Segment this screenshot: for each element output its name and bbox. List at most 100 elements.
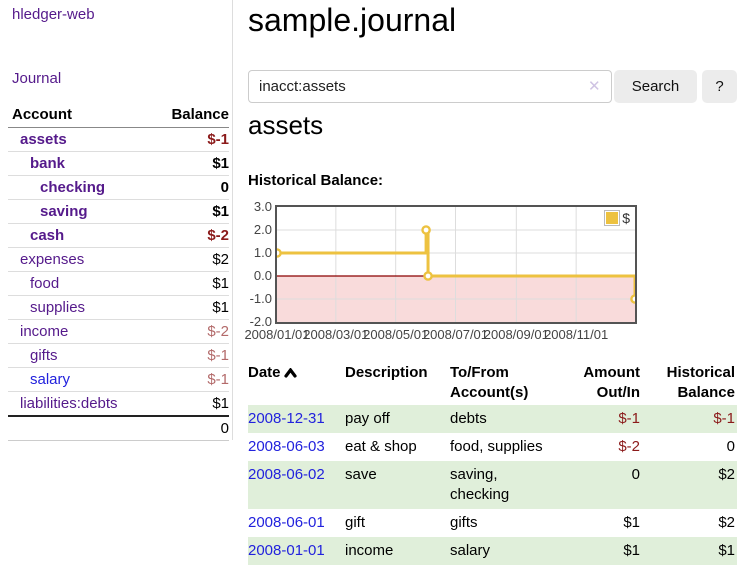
x-axis-tick-label: 2008/09/01 — [483, 327, 549, 342]
transaction-balance: $-1 — [713, 410, 735, 427]
transaction-description: eat & shop — [345, 438, 417, 455]
transaction-amount: $1 — [623, 542, 640, 559]
account-row: checking 0 — [8, 175, 229, 200]
transaction-date-link[interactable]: 2008-12-31 — [248, 410, 325, 427]
chart-title: Historical Balance: — [248, 172, 384, 189]
transaction-date-link[interactable]: 2008-06-02 — [248, 466, 325, 483]
account-row: expenses $2 — [8, 247, 229, 272]
register-row[interactable]: 2008-12-31 pay off debts $-1 $-1 — [248, 405, 737, 433]
sort-ascending-icon — [283, 367, 297, 378]
main-content: sample.journal ✕ Search ? assets Histori… — [244, 0, 742, 582]
register-row[interactable]: 2008-06-01 gift gifts $1 $2 — [248, 509, 737, 537]
account-balance: $1 — [149, 271, 229, 296]
transaction-description: income — [345, 542, 394, 559]
account-link-salary[interactable]: salary — [30, 371, 71, 388]
y-axis-tick-label: -1.0 — [249, 291, 272, 306]
account-balance: $2 — [149, 247, 229, 272]
transaction-date-link[interactable]: 2008-01-01 — [248, 542, 325, 559]
account-row: salary $-1 — [8, 367, 229, 392]
transaction-balance: 0 — [726, 438, 735, 455]
y-axis-tick-label: -2.0 — [249, 314, 272, 329]
account-row: income $-2 — [8, 319, 229, 344]
register-row[interactable]: 2008-01-01 income salary $1 $1 — [248, 537, 737, 565]
register-row[interactable]: 2008-06-02 save saving, checking 0 $2 — [248, 461, 737, 509]
transaction-date-link[interactable]: 2008-06-01 — [248, 514, 325, 531]
account-link-income[interactable]: income — [20, 323, 69, 340]
account-link-expenses[interactable]: expenses — [20, 251, 85, 268]
account-link-bank[interactable]: bank — [30, 155, 66, 172]
accounts-col-balance: Balance — [149, 104, 229, 128]
transaction-balance: $2 — [718, 514, 735, 531]
transaction-accounts: food, supplies — [450, 438, 543, 455]
clear-search-icon[interactable]: ✕ — [588, 78, 601, 95]
search-input[interactable] — [248, 70, 612, 103]
register-col-description: Description — [345, 364, 428, 381]
x-axis-tick-label: 2008/03/01 — [303, 327, 369, 342]
account-row: gifts $-1 — [8, 343, 229, 368]
x-axis-tick-label: 2008/05/01 — [363, 327, 429, 342]
account-row: assets $-1 — [8, 127, 229, 152]
search-button[interactable]: Search — [614, 70, 697, 103]
register-col-amount: Amount Out/In — [583, 364, 640, 401]
account-link-checking[interactable]: checking — [40, 179, 106, 196]
y-axis-tick-label: 2.0 — [253, 222, 272, 237]
transaction-amount: $-2 — [618, 438, 640, 455]
account-link-liabilities-debts[interactable]: liabilities:debts — [20, 395, 118, 412]
y-axis-tick-label: 1.0 — [253, 245, 272, 260]
account-balance: $1 — [149, 391, 229, 417]
y-axis-tick-label: 3.0 — [253, 199, 272, 214]
account-balance: $-2 — [149, 319, 229, 344]
transaction-amount: 0 — [631, 466, 640, 483]
transaction-accounts: gifts — [450, 514, 478, 531]
account-row: cash $-2 — [8, 223, 229, 248]
account-link-saving[interactable]: saving — [40, 203, 88, 220]
x-axis-tick-label: 2008/01/01 — [244, 327, 310, 342]
account-row: supplies $1 — [8, 295, 229, 320]
account-link-assets[interactable]: assets — [20, 131, 67, 148]
account-link-cash[interactable]: cash — [30, 227, 65, 244]
register-row[interactable]: 2008-06-03 eat & shop food, supplies $-2… — [248, 433, 737, 461]
sidebar-item-journal[interactable]: Journal — [12, 70, 62, 87]
account-balance: $-1 — [149, 127, 229, 152]
chart-plot-area: $ — [275, 205, 637, 324]
account-row: liabilities:debts $1 — [8, 391, 229, 417]
x-axis-tick-label: 2008/07/01 — [422, 327, 489, 342]
y-axis-tick-label: 0.0 — [253, 268, 272, 283]
transaction-amount: $-1 — [618, 410, 640, 427]
account-link-food[interactable]: food — [30, 275, 60, 292]
accounts-total-row: 0 — [8, 415, 229, 441]
historical-balance-chart: $ 3.0 2.0 1.0 0.0 -1.0 -2.0 2008/01/01 2008/03/… — [244, 199, 742, 360]
help-button[interactable]: ? — [702, 70, 737, 103]
accounts-table-header: Account Balance — [8, 104, 229, 128]
register-col-date[interactable]: Date — [248, 363, 345, 405]
account-row: bank $1 — [8, 151, 229, 176]
accounts-table: Account Balance assets $-1 bank $1 check… — [8, 104, 229, 441]
sidebar-divider — [232, 0, 233, 440]
register-col-balance: Historical Balance — [666, 364, 735, 401]
accounts-col-account: Account — [8, 104, 150, 128]
transaction-description: pay off — [345, 410, 390, 427]
chart-canvas — [277, 207, 635, 322]
register-table: Date Description To/From Account(s) Amoun… — [248, 363, 737, 565]
account-balance: $1 — [149, 151, 229, 176]
accounts-total-value: 0 — [149, 415, 229, 441]
account-link-gifts[interactable]: gifts — [30, 347, 58, 364]
chart-legend: $ — [604, 210, 630, 226]
transaction-balance: $1 — [718, 542, 735, 559]
transaction-description: gift — [345, 514, 366, 531]
register-header-row: Date Description To/From Account(s) Amoun… — [248, 363, 737, 405]
legend-swatch — [604, 210, 621, 226]
transaction-accounts: debts — [450, 410, 487, 427]
x-axis-tick-label: 2008/11/01 — [544, 327, 609, 342]
transaction-description: save — [345, 466, 377, 483]
account-link-supplies[interactable]: supplies — [30, 299, 86, 316]
account-balance: $-2 — [149, 223, 229, 248]
account-heading: assets — [248, 110, 324, 140]
app-title-link[interactable]: hledger-web — [12, 6, 95, 23]
legend-label: $ — [622, 210, 630, 226]
transaction-date-link[interactable]: 2008-06-03 — [248, 438, 325, 455]
transaction-accounts: saving, checking — [450, 466, 510, 503]
transaction-balance: $2 — [718, 466, 735, 483]
register-col-accounts: To/From Account(s) — [450, 364, 529, 401]
account-balance: $1 — [149, 295, 229, 320]
